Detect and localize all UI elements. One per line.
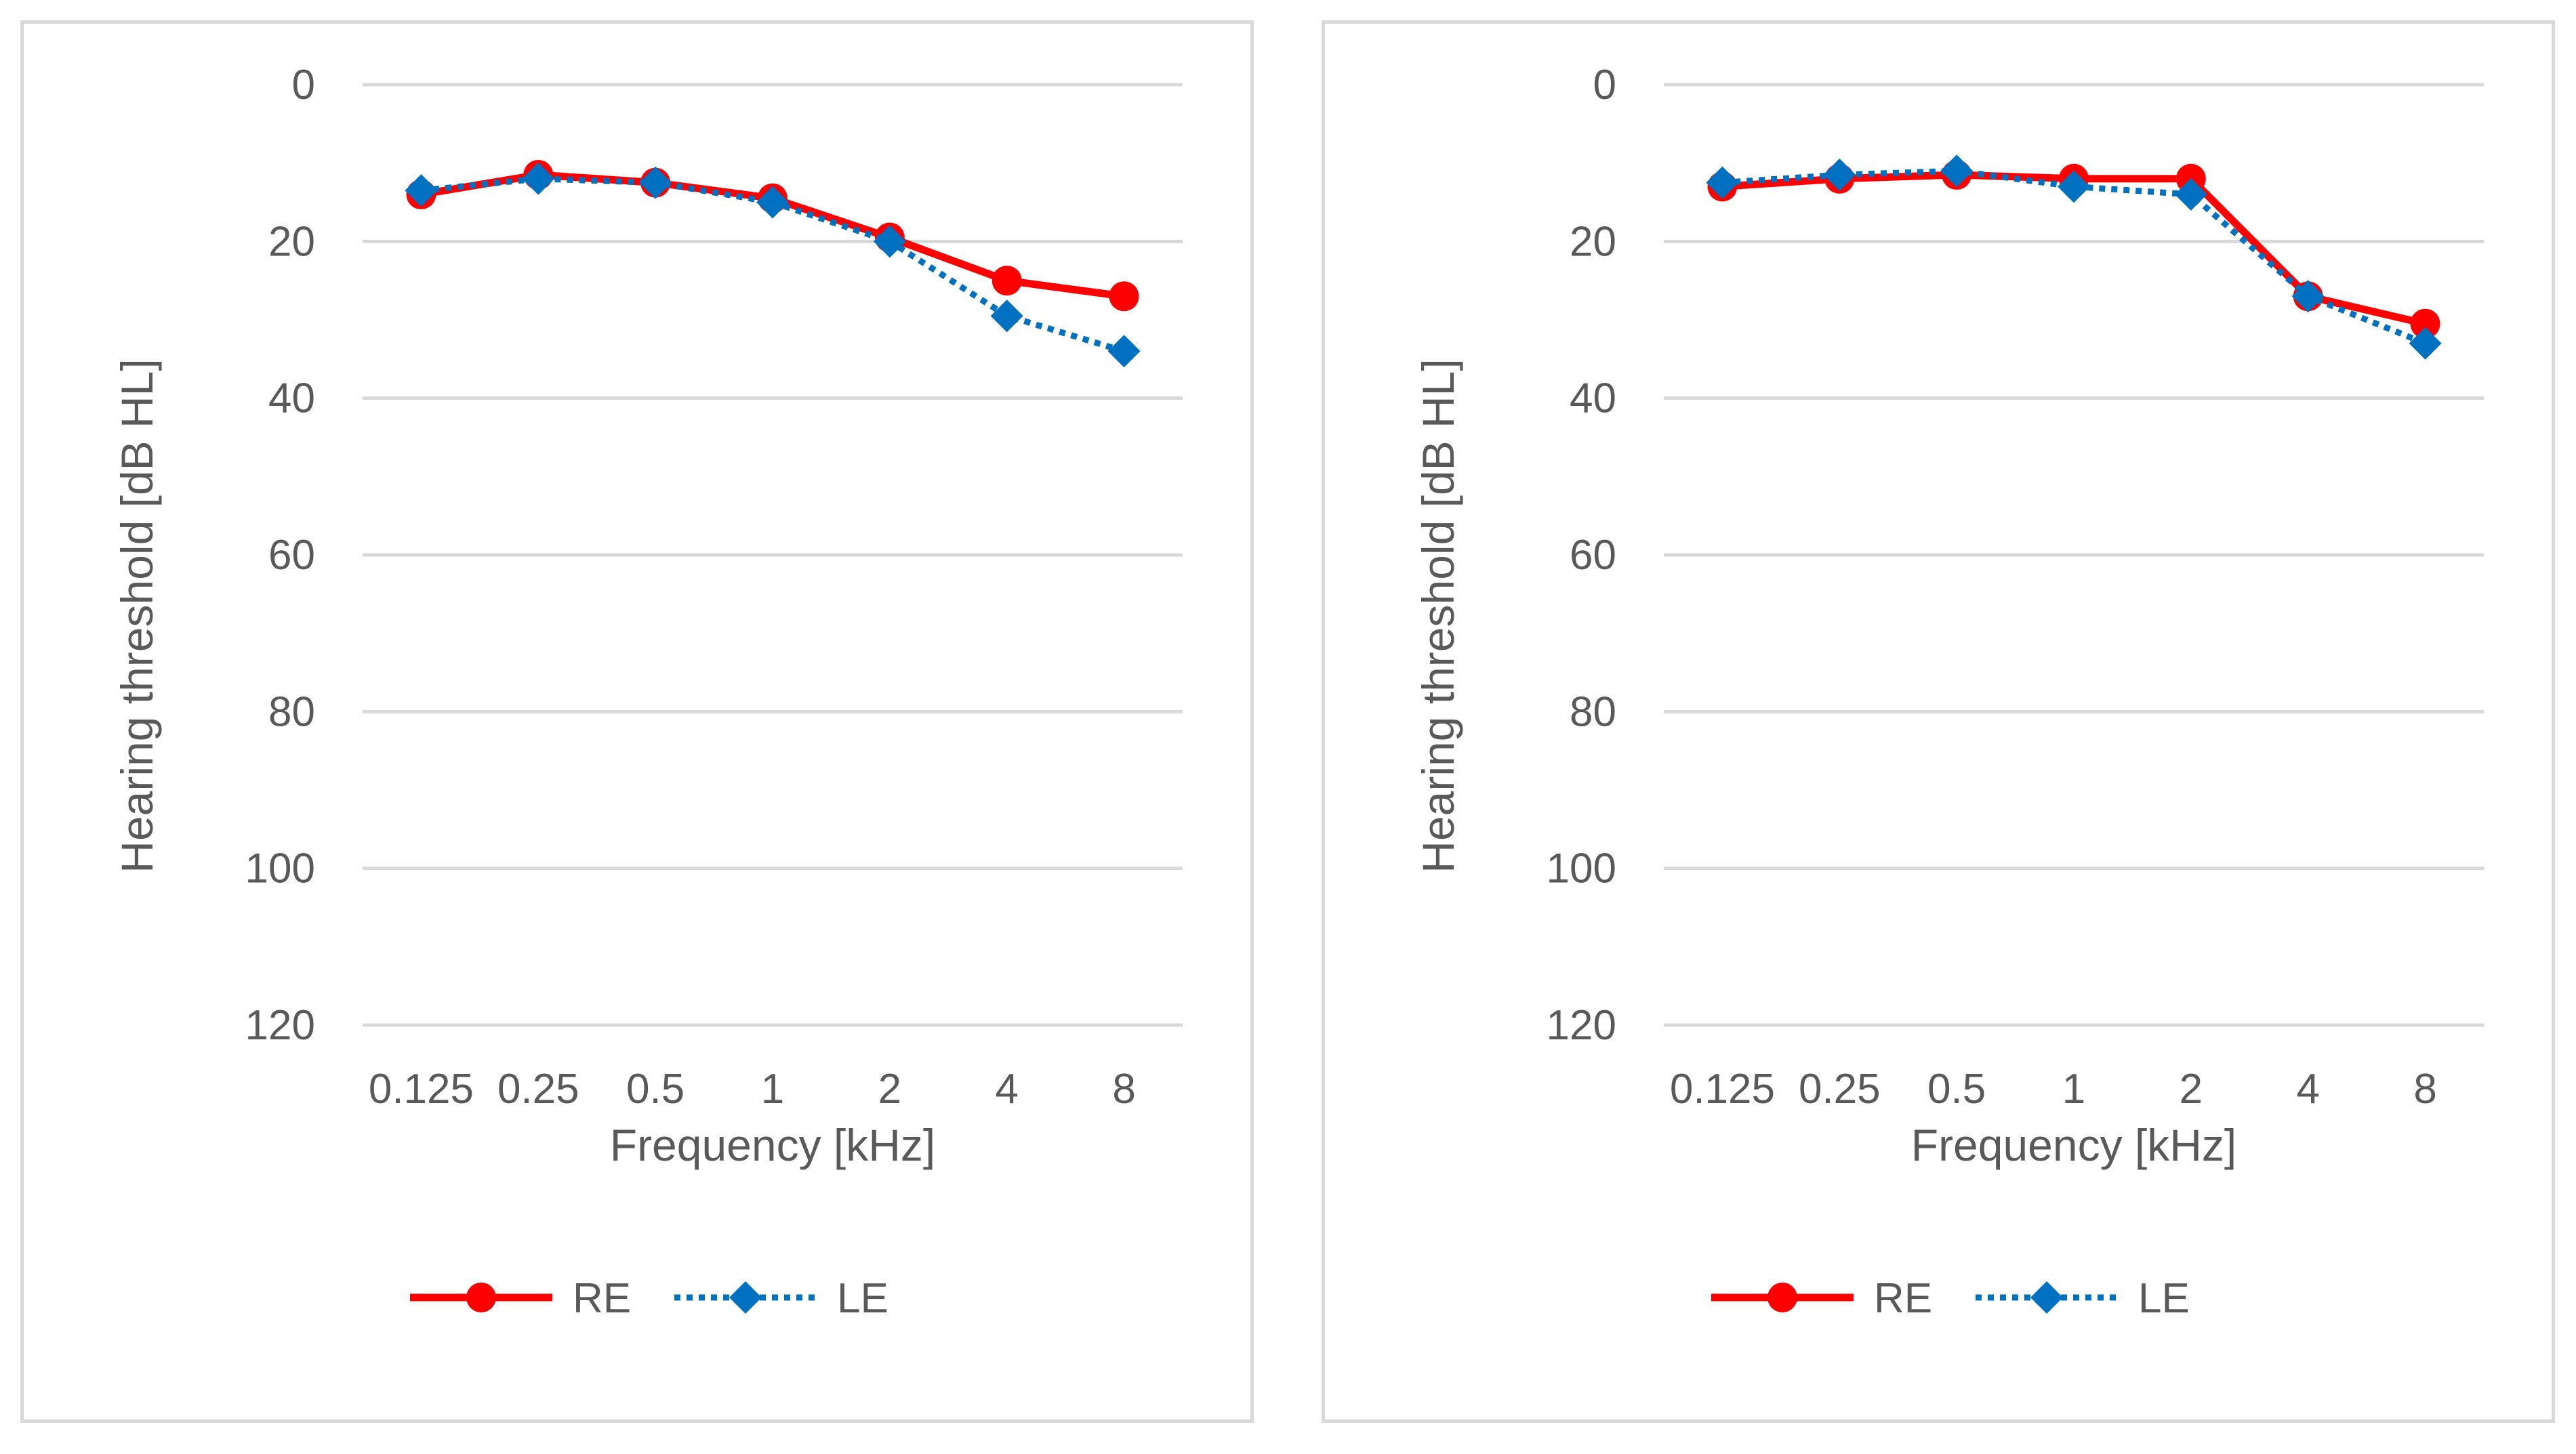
data-point-le [1940,154,1974,188]
y-tick-label: 80 [1570,688,1616,735]
x-tick-label: 0.125 [369,1066,474,1113]
x-tick-label: 1 [761,1066,784,1113]
y-tick-label: 0 [1593,62,1616,108]
legend-label-le: LE [837,1275,888,1322]
legend-marker-le [729,1281,762,1314]
x-tick-label: 0.5 [1927,1066,1986,1113]
data-point-le [1706,166,1739,199]
data-point-le [990,299,1023,333]
y-tick-label: 120 [245,1002,315,1049]
y-tick-label: 60 [268,532,315,579]
y-tick-label: 20 [1570,218,1616,265]
data-point-le [639,166,672,199]
data-point-re [2410,308,2440,339]
y-tick-label: 20 [268,218,315,265]
data-point-le [2409,327,2442,360]
data-point-re [991,266,1022,296]
y-tick-label: 100 [1547,846,1616,892]
data-point-le [522,162,555,195]
y-axis-title: Hearing threshold [dB HL] [1413,358,1463,873]
x-tick-label: 0.25 [497,1066,579,1113]
y-tick-label: 0 [292,62,315,108]
x-tick-label: 0.25 [1799,1066,1881,1113]
y-tick-label: 40 [268,375,315,422]
x-tick-label: 8 [1112,1066,1135,1113]
legend-label-re: RE [573,1275,631,1322]
x-tick-label: 0.125 [1670,1066,1775,1113]
y-tick-label: 60 [1570,532,1616,579]
legend-label-le: LE [2138,1275,2190,1322]
x-tick-label: 8 [2413,1066,2436,1113]
y-tick-label: 100 [245,846,315,892]
x-tick-label: 0.5 [626,1066,684,1113]
y-tick-label: 120 [1547,1002,1616,1049]
data-point-le [2174,178,2207,211]
y-tick-label: 40 [1570,375,1616,422]
x-axis-title: Frequency [kHz] [610,1120,936,1170]
legend-label-re: RE [1874,1275,1932,1322]
data-point-le [1107,335,1141,368]
y-tick-label: 80 [268,688,315,735]
audiogram-chart-right: 0 20 40 60 80 100 120 0.125 0.25 0.5 1 2 4 8 Frequency… [1413,62,2484,1322]
data-point-le [405,174,438,207]
x-tick-label: 4 [2296,1066,2319,1113]
legend-marker-re [1767,1283,1797,1312]
y-axis-title: Hearing threshold [dB HL] [112,358,162,873]
data-point-le [2058,170,2090,203]
x-tick-label: 2 [878,1066,901,1113]
chart-panel-right: 0 20 40 60 80 100 120 0.125 0.25 0.5 1 2 4 8 Frequency… [1322,20,2555,1423]
data-point-re [1109,281,1139,312]
legend-marker-re [466,1283,496,1312]
x-tick-label: 2 [2180,1066,2203,1113]
data-point-le [2291,280,2325,313]
data-point-le [756,186,789,219]
data-point-le [873,225,906,258]
chart-panel-left: 0 20 40 60 80 100 120 0.125 0.25 0.5 1 2 4 8 Frequency… [20,20,1254,1423]
x-axis-title: Frequency [kHz] [1911,1120,2237,1170]
data-point-le [1823,159,1856,192]
legend-marker-le [2030,1281,2063,1314]
audiogram-chart-left: 0 20 40 60 80 100 120 0.125 0.25 0.5 1 2 4 8 Frequency… [112,62,1183,1322]
x-tick-label: 1 [2062,1066,2085,1113]
x-tick-label: 4 [995,1066,1018,1113]
